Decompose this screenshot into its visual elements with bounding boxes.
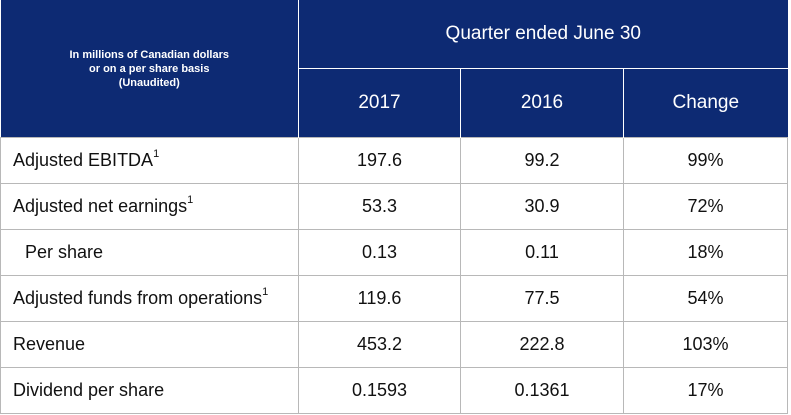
- cell-2017: 0.1593: [298, 367, 461, 414]
- table-body: Adjusted EBITDA1 197.6 99.2 99% Adjusted…: [0, 137, 789, 414]
- cell-2016: 99.2: [460, 137, 624, 184]
- column-header-2016: 2016: [460, 68, 624, 138]
- table-row: Adjusted funds from operations1 119.6 77…: [0, 275, 789, 322]
- table-caption: In millions of Canadian dollars or on a …: [0, 0, 299, 138]
- row-label-text: Revenue: [13, 334, 86, 354]
- row-label-text: Adjusted net earnings: [13, 196, 188, 216]
- cell-2016: 0.1361: [460, 367, 624, 414]
- row-label: Revenue: [0, 321, 299, 368]
- caption-line-units: In millions of Canadian dollars: [69, 48, 230, 61]
- footnote-marker: 1: [153, 148, 160, 160]
- cell-2016: 77.5: [460, 275, 624, 322]
- footnote-marker: 1: [262, 286, 269, 298]
- row-label: Adjusted EBITDA1: [0, 137, 299, 184]
- column-header-2017: 2017: [298, 68, 461, 138]
- cell-2017: 53.3: [298, 183, 461, 230]
- cell-2017: 119.6: [298, 275, 461, 322]
- table-row: Per share 0.13 0.11 18%: [0, 229, 789, 276]
- cell-change: 54%: [622, 275, 789, 322]
- cell-change: 72%: [622, 183, 789, 230]
- table-row: Adjusted net earnings1 53.3 30.9 72%: [0, 183, 789, 230]
- table-row: Revenue 453.2 222.8 103%: [0, 321, 789, 368]
- cell-2017: 197.6: [298, 137, 461, 184]
- period-header: Quarter ended June 30: [298, 0, 788, 69]
- footnote-marker: 1: [187, 194, 194, 206]
- row-label: Adjusted funds from operations1: [0, 275, 299, 322]
- cell-2016: 222.8: [460, 321, 624, 368]
- caption-line-unaudited: (Unaudited): [118, 76, 180, 89]
- caption-line-basis: or on a per share basis: [89, 62, 210, 75]
- cell-change: 17%: [622, 367, 789, 414]
- row-label-text: Adjusted funds from operations: [13, 288, 263, 308]
- row-label-text: Adjusted EBITDA: [13, 150, 154, 170]
- table-row: Adjusted EBITDA1 197.6 99.2 99%: [0, 137, 789, 184]
- table-header: In millions of Canadian dollars or on a …: [0, 0, 788, 138]
- row-label: Dividend per share: [0, 367, 299, 414]
- cell-change: 103%: [622, 321, 789, 368]
- cell-change: 99%: [622, 137, 789, 184]
- cell-2016: 30.9: [460, 183, 624, 230]
- table-row: Dividend per share 0.1593 0.1361 17%: [0, 367, 789, 414]
- cell-2017: 453.2: [298, 321, 461, 368]
- column-header-change: Change: [623, 68, 788, 138]
- row-label-text: Dividend per share: [13, 380, 165, 400]
- cell-2017: 0.13: [298, 229, 461, 276]
- cell-change: 18%: [622, 229, 789, 276]
- row-label: Adjusted net earnings1: [0, 183, 299, 230]
- cell-2016: 0.11: [460, 229, 624, 276]
- row-label-text: Per share: [25, 242, 104, 262]
- row-label: Per share: [0, 229, 299, 276]
